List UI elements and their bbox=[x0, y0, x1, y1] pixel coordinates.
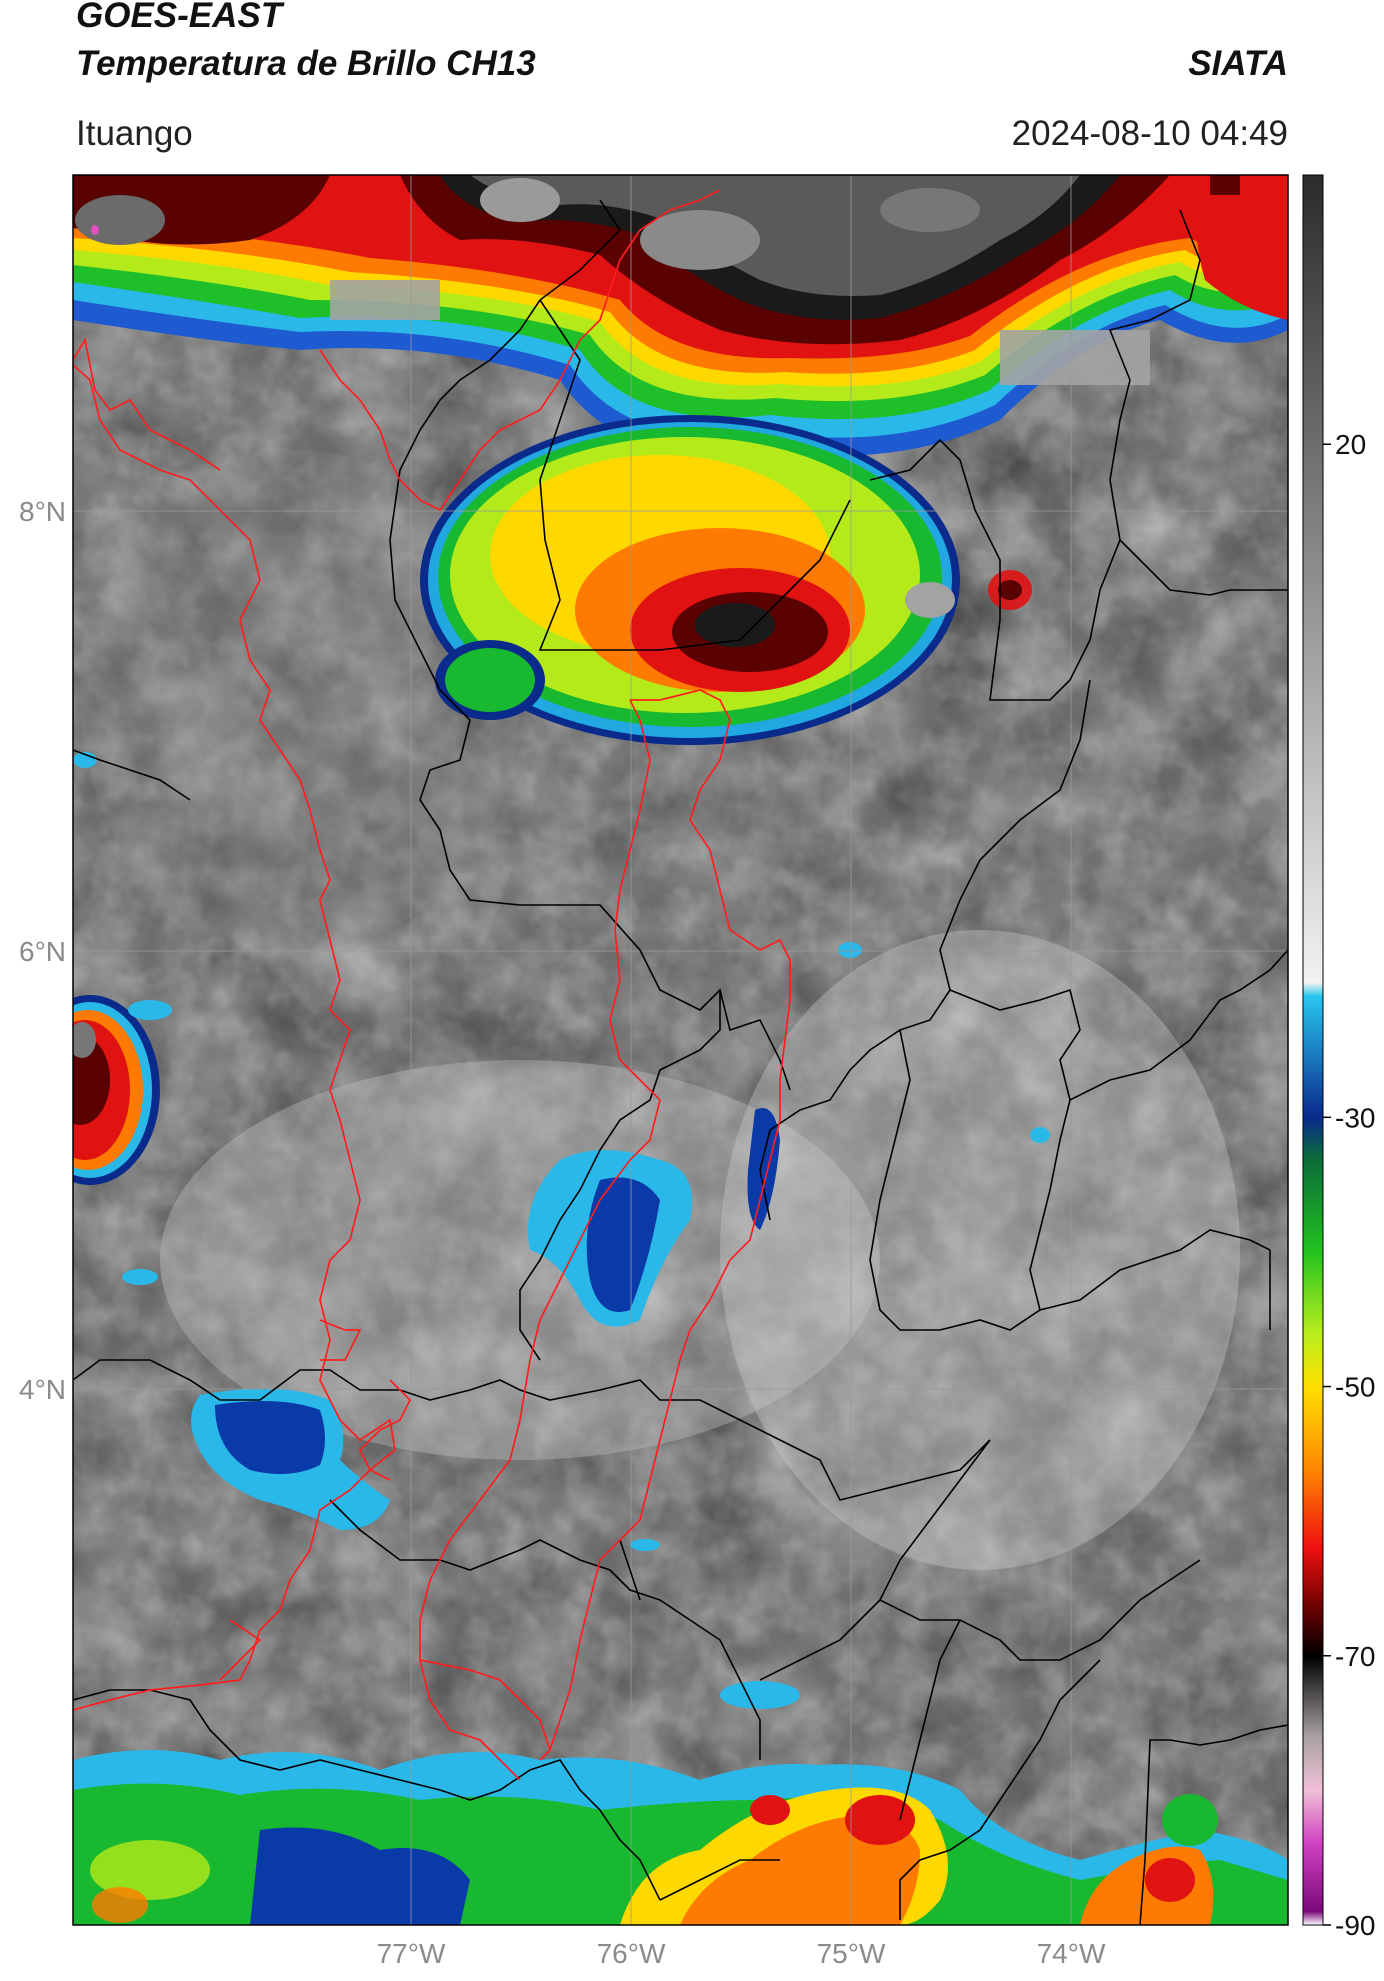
lon-tick-label: 75°W bbox=[817, 1938, 886, 1969]
lat-tick-label: 6°N bbox=[19, 936, 66, 967]
colorbar-tick-label: 20 bbox=[1335, 429, 1366, 460]
south-storm-band bbox=[73, 1750, 1288, 1925]
lon-tick-label: 76°W bbox=[597, 1938, 666, 1969]
datetime-label: 2024-08-10 04:49 bbox=[1011, 114, 1288, 153]
colorbar-tick-label: -90 bbox=[1335, 1910, 1375, 1941]
title-line-2: Temperatura de Brillo CH13 bbox=[76, 44, 536, 83]
colorbar-tick-label: -50 bbox=[1335, 1372, 1375, 1403]
country-boundaries bbox=[73, 199, 1288, 1925]
cold-cloud-patches bbox=[73, 752, 1050, 1709]
latitude-tick-labels: 8°N 6°N 4°N bbox=[19, 496, 66, 1405]
map-frame bbox=[72, 174, 1289, 1926]
map-panel bbox=[73, 175, 1288, 1925]
colorbar: 20 -30 -50 -70 -90 bbox=[1302, 174, 1375, 1941]
north-storm-band bbox=[73, 175, 1288, 456]
west-edge-storm bbox=[73, 995, 160, 1185]
colorbar-ticks: 20 -30 -50 -70 -90 bbox=[1323, 429, 1375, 1941]
org-label: SIATA bbox=[1188, 44, 1288, 83]
light-cloud-region bbox=[720, 930, 1240, 1570]
colorbar-tick-label: -30 bbox=[1335, 1102, 1375, 1133]
dark-cloud-region bbox=[80, 450, 520, 950]
lat-tick-label: 4°N bbox=[19, 1374, 66, 1405]
colorbar-tick-label: -70 bbox=[1335, 1641, 1375, 1672]
lat-tick-label: 8°N bbox=[19, 496, 66, 527]
department-boundaries bbox=[73, 189, 791, 1781]
colorbar-gradient bbox=[1302, 174, 1324, 1926]
central-storm-cell bbox=[420, 415, 1032, 745]
location-label: Ituango bbox=[76, 114, 193, 153]
lon-tick-label: 77°W bbox=[377, 1938, 446, 1969]
lon-tick-label: 74°W bbox=[1037, 1938, 1106, 1969]
longitude-tick-labels: 77°W 76°W 75°W 74°W bbox=[377, 1938, 1106, 1969]
title-line-1: GOES-EAST bbox=[76, 0, 283, 35]
